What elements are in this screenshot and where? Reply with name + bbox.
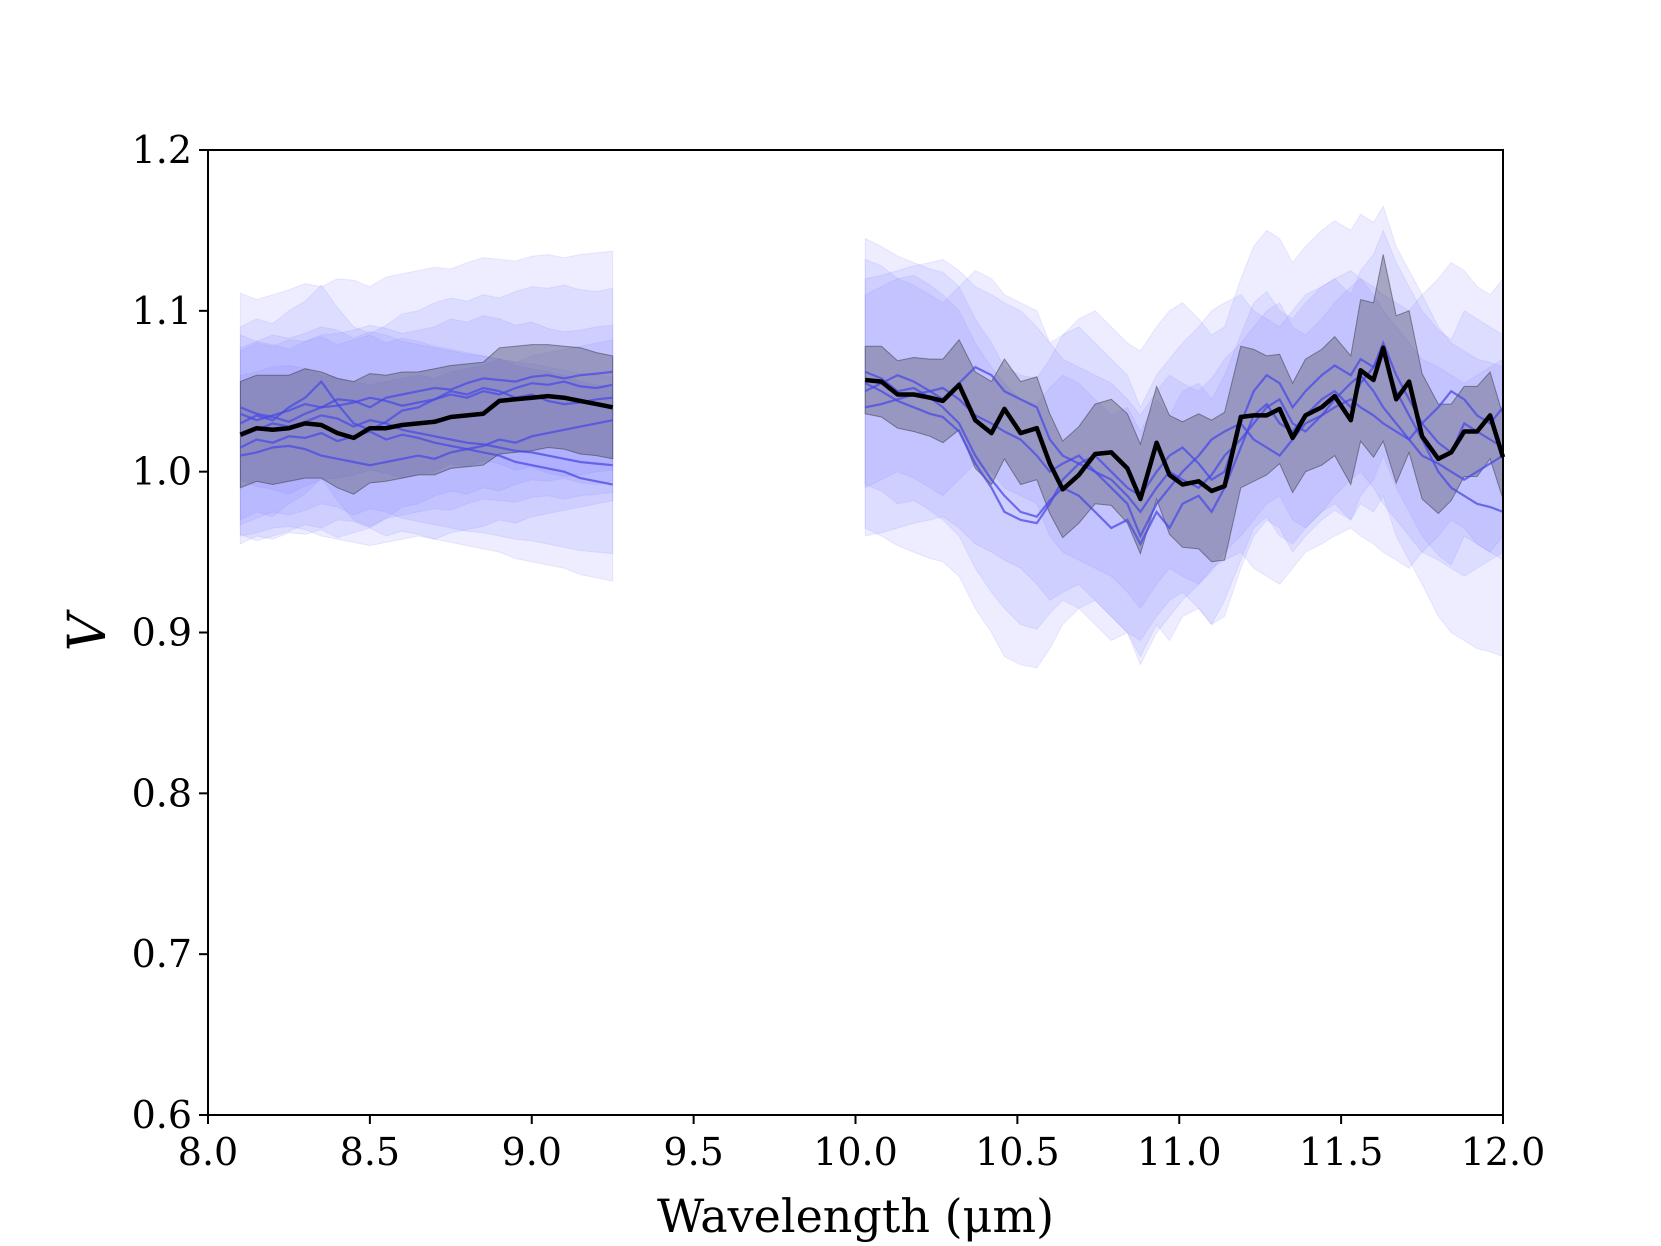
x-tick-label: 8.0 [178,1130,238,1174]
mean-series-lines [239,345,1506,502]
y-tick-label: 0.9 [132,611,192,655]
x-tick-label: 9.5 [663,1130,723,1174]
y-axis-ticks: 0.6 0.7 0.8 0.9 1.0 1.1 1.2 [132,128,208,1137]
individual-band-0-4 [239,339,614,547]
x-tick-label: 10.0 [813,1130,898,1174]
x-axis-label: Wavelength (μm) [657,1189,1054,1243]
x-tick-label: 11.5 [1299,1130,1384,1174]
mean-band-0 [239,344,614,495]
individual-band-0-0 [239,250,614,542]
mean-line-1 [864,345,1506,502]
x-tick-label: 11.0 [1137,1130,1222,1174]
y-tick-label: 0.7 [132,932,192,976]
y-tick-label: 0.6 [132,1093,192,1137]
individual-line-0-4 [240,419,613,467]
individual-line-1-3 [864,386,1504,539]
individual-series-lines [239,340,1504,547]
y-tick-label: 1.0 [132,450,192,494]
y-tick-label: 1.2 [132,128,192,172]
x-tick-label: 12.0 [1461,1130,1546,1174]
individual-line-0-0 [239,370,613,422]
individual-line-0-1 [239,430,613,486]
y-tick-label: 1.1 [132,289,192,333]
y-axis-label: V [58,609,118,651]
x-tick-label: 9.0 [502,1130,562,1174]
individual-band-0-5 [239,315,614,495]
x-axis-ticks: 8.0 8.5 9.0 9.5 10.0 10.5 11.0 11.5 12.0 [178,1115,1546,1174]
individual-uncertainty-bands [239,205,1504,669]
x-tick-label: 10.5 [975,1130,1060,1174]
y-tick-label: 0.8 [132,771,192,815]
individual-line-1-2 [864,348,1504,525]
x-tick-label: 8.5 [340,1130,400,1174]
individual-line-0-2 [239,379,613,432]
mean-uncertainty-bands [239,254,1504,563]
individual-line-1-1 [864,365,1504,514]
individual-line-0-5 [239,386,613,423]
mean-line-0 [239,393,614,441]
